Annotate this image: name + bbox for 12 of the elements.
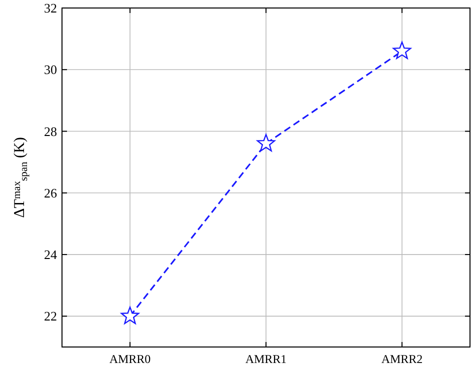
y-tick-label: 32 (44, 0, 57, 16)
point (256, 134, 276, 152)
y-tick-label: 26 (44, 185, 58, 200)
x-tick-label: AMRR1 (245, 352, 287, 366)
y-tick-label: 24 (44, 247, 58, 262)
y-tick-label: 30 (44, 62, 57, 78)
y-tick-label: 28 (44, 124, 57, 139)
x-tick-label: AMRR2 (381, 352, 423, 366)
point (120, 306, 140, 324)
point (392, 42, 412, 60)
y-tick-label: 22 (44, 308, 57, 324)
x-tick-label: AMRR0 (109, 352, 151, 366)
